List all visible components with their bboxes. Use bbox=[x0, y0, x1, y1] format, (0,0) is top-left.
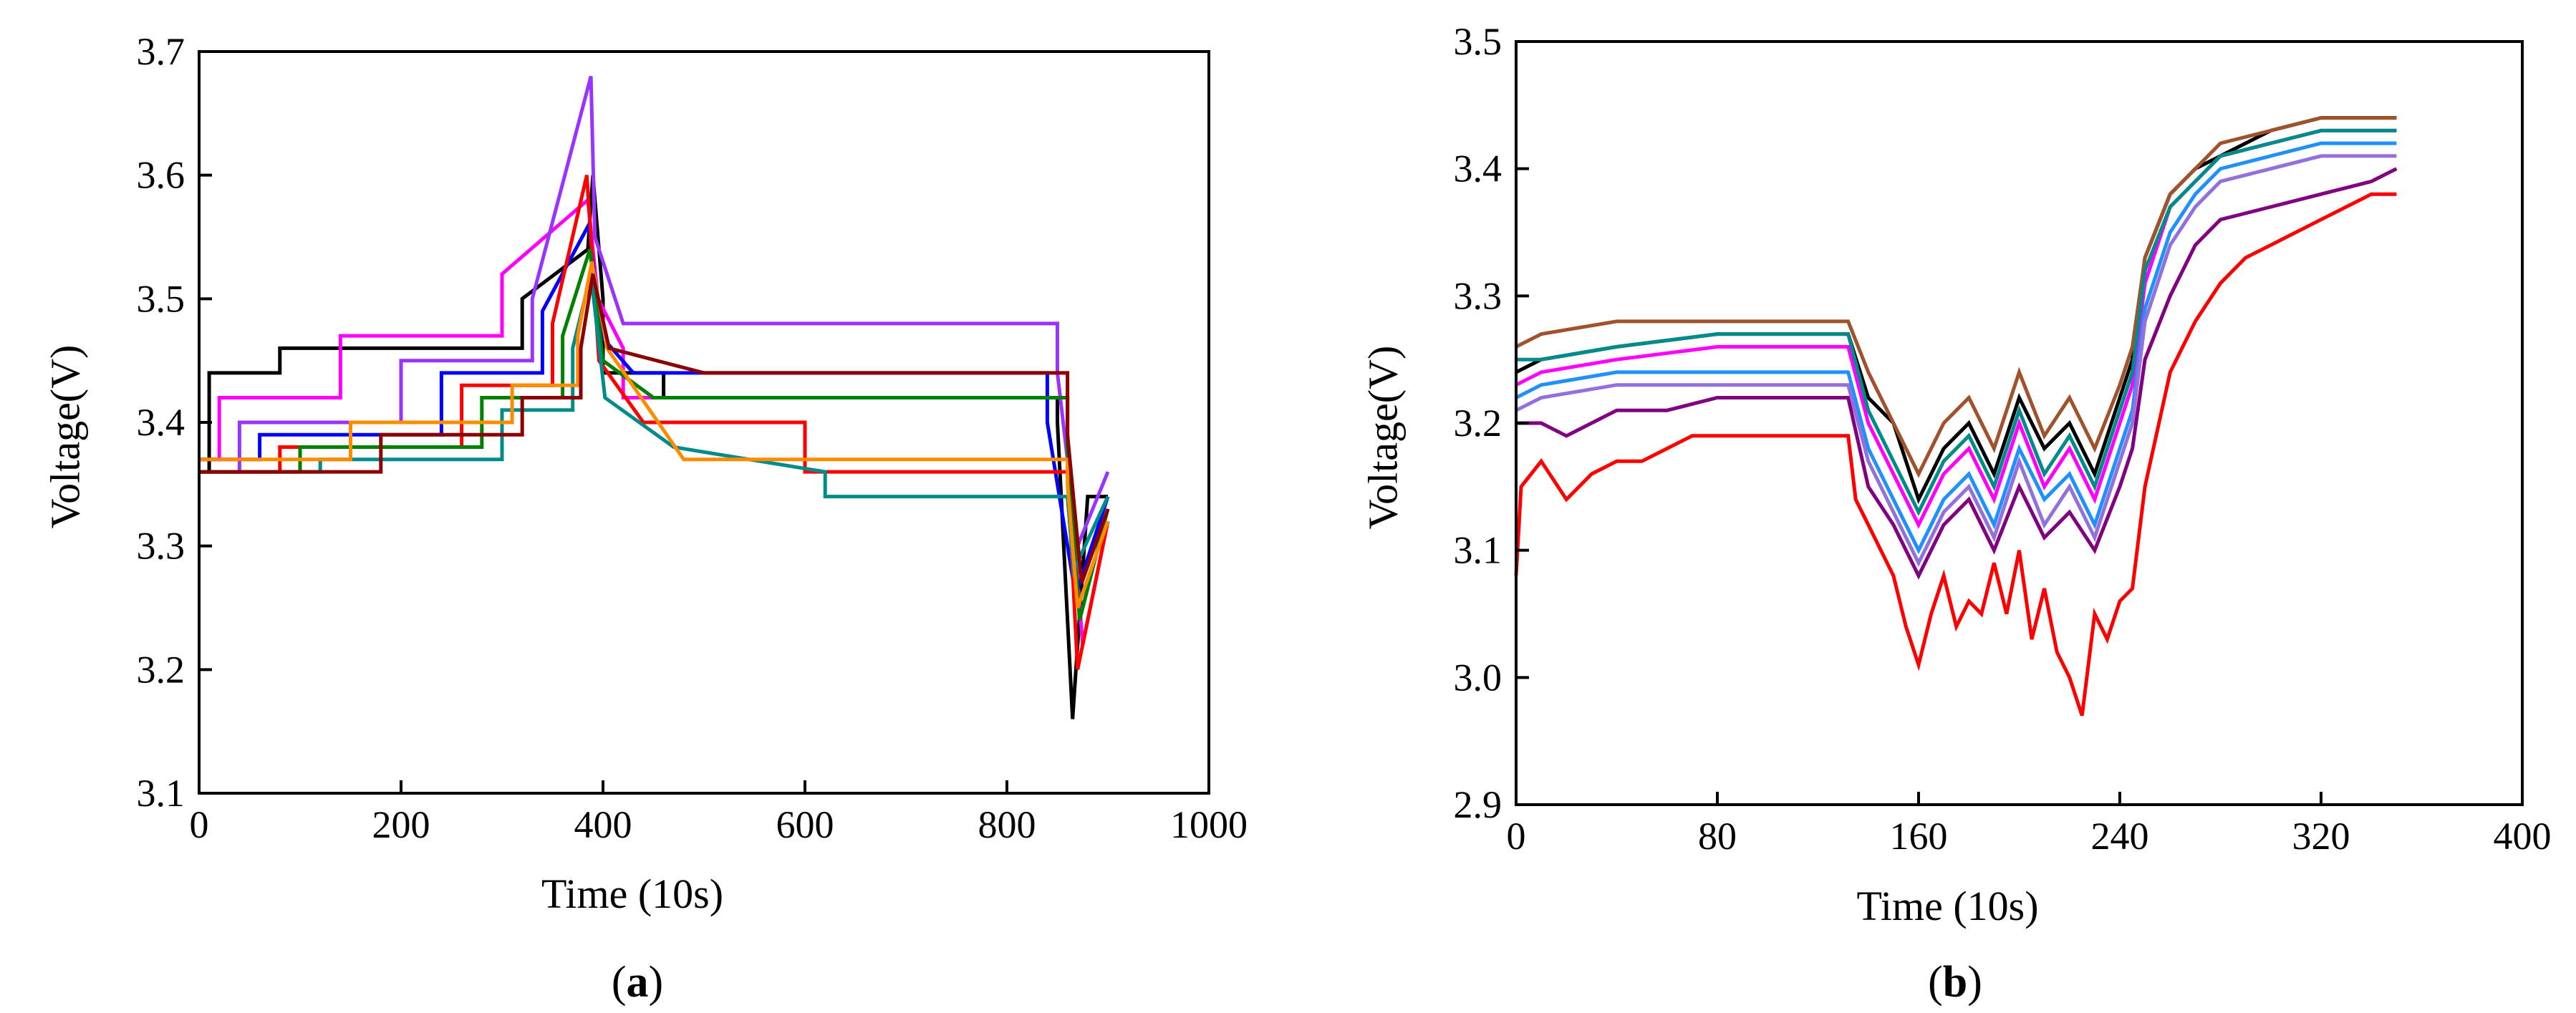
panel-a-x-tick-label: 600 bbox=[776, 803, 834, 846]
panel-a-y-tick-label: 3.6 bbox=[137, 154, 185, 197]
panel-a-y-tick-label: 3.3 bbox=[137, 525, 185, 568]
panel-b-series-cell-1 bbox=[1514, 192, 2397, 717]
panel-a-series-cell-4 bbox=[199, 218, 1110, 596]
panel-b-ticks: 0 80 160 240 320 400 2.9 3.0 3.1 3.2 3.3 3.4 3.5 bbox=[1454, 20, 2552, 858]
panel-b-chart: 0 80 160 240 320 400 2.9 3.0 3.1 3.2 3.3 3.4 3.5 Tim… bbox=[1359, 20, 2551, 1007]
panel-a-y-tick-label: 3.5 bbox=[137, 277, 185, 320]
panel-b-x-tick-label: 320 bbox=[2292, 815, 2350, 858]
panel-b-y-tick-label: 3.0 bbox=[1454, 656, 1502, 699]
panel-a-x-tick-label: 1000 bbox=[1170, 803, 1248, 846]
panel-a-x-tick-label: 0 bbox=[190, 803, 209, 846]
panel-a-series-cell-8 bbox=[199, 261, 1110, 609]
panel-b-y-tick-label: 3.1 bbox=[1454, 529, 1502, 572]
panel-a-y-tick-label: 3.1 bbox=[137, 772, 185, 815]
panel-b-series-cell-6 bbox=[1515, 141, 2397, 555]
panel-b-x-tick-label: 80 bbox=[1698, 815, 1737, 858]
panel-a-x-tick-label: 400 bbox=[574, 803, 632, 846]
panel-a-x-axis-title: Time (10s) bbox=[541, 871, 723, 917]
panel-a-series-layer bbox=[199, 75, 1110, 719]
panel-b-series-cell-4 bbox=[1515, 116, 2397, 478]
panel-a-ticks: 0 200 400 600 800 1000 3.1 3.2 3.3 3.4 3.5 3.6 3.7 bbox=[137, 30, 1248, 846]
panel-a-y-tick-label: 3.2 bbox=[137, 648, 185, 691]
panel-a-x-tick-label: 200 bbox=[372, 803, 430, 846]
panel-b-y-tick-label: 3.2 bbox=[1454, 402, 1502, 445]
panel-b-series-cell-2 bbox=[1516, 167, 2398, 580]
panel-a-y-tick-label: 3.4 bbox=[137, 401, 185, 444]
panel-b-x-tick-label: 240 bbox=[2091, 815, 2149, 858]
panel-b-y-tick-label: 3.3 bbox=[1454, 274, 1502, 317]
panel-a-y-tick-label: 3.7 bbox=[137, 30, 185, 73]
panel-b-label: (b) bbox=[1928, 958, 1982, 1007]
panel-a-label: (a) bbox=[612, 958, 663, 1007]
panel-a-chart: 0 200 400 600 800 1000 3.1 3.2 3.3 3.4 3.5 3.6 3.7 T… bbox=[42, 30, 1248, 1007]
panel-b-y-axis-title: Voltage(V) bbox=[1359, 346, 1406, 530]
panel-b-series-cell-8 bbox=[1515, 154, 2397, 568]
panel-b-series-layer bbox=[1514, 116, 2398, 717]
panel-b-series-cell-7 bbox=[1516, 128, 2397, 517]
panel-b-y-tick-label: 2.9 bbox=[1454, 783, 1502, 826]
panel-a-label-letter: a bbox=[627, 958, 649, 1007]
panel-b-series-cell-3 bbox=[1515, 116, 2397, 505]
panel-a-series-cell-3 bbox=[199, 75, 1110, 547]
panel-b-x-tick-label: 160 bbox=[1890, 815, 1948, 858]
panel-a-y-axis-title: Voltage(V) bbox=[42, 345, 88, 529]
panel-b-y-tick-label: 3.4 bbox=[1454, 147, 1502, 190]
panel-b-series-cell-5 bbox=[1515, 128, 2397, 529]
panel-b-x-tick-label: 0 bbox=[1507, 815, 1526, 858]
panel-b-x-axis-title: Time (10s) bbox=[1856, 883, 2038, 929]
panel-b-label-letter: b bbox=[1943, 958, 1967, 1007]
panel-b-x-tick-label: 400 bbox=[2494, 815, 2552, 858]
panel-a-series-cell-9 bbox=[199, 273, 1110, 584]
panel-b-y-tick-label: 3.5 bbox=[1454, 20, 1502, 63]
panel-a-x-tick-label: 800 bbox=[978, 803, 1036, 846]
